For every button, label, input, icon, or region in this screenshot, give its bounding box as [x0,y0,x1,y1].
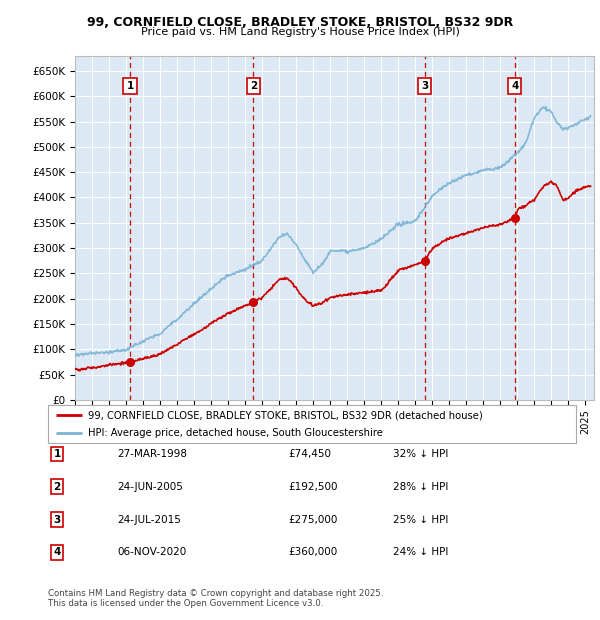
Text: 32% ↓ HPI: 32% ↓ HPI [393,449,448,459]
Text: This data is licensed under the Open Government Licence v3.0.: This data is licensed under the Open Gov… [48,600,323,608]
Text: £192,500: £192,500 [288,482,337,492]
Text: Contains HM Land Registry data © Crown copyright and database right 2025.: Contains HM Land Registry data © Crown c… [48,590,383,598]
Text: 28% ↓ HPI: 28% ↓ HPI [393,482,448,492]
Text: 3: 3 [421,81,428,91]
Text: 24-JUL-2015: 24-JUL-2015 [117,515,181,525]
Text: 27-MAR-1998: 27-MAR-1998 [117,449,187,459]
Text: £360,000: £360,000 [288,547,337,557]
Text: 4: 4 [511,81,518,91]
Text: 99, CORNFIELD CLOSE, BRADLEY STOKE, BRISTOL, BS32 9DR (detached house): 99, CORNFIELD CLOSE, BRADLEY STOKE, BRIS… [88,410,482,420]
Text: 4: 4 [53,547,61,557]
Text: 25% ↓ HPI: 25% ↓ HPI [393,515,448,525]
Text: HPI: Average price, detached house, South Gloucestershire: HPI: Average price, detached house, Sout… [88,428,382,438]
Text: Price paid vs. HM Land Registry's House Price Index (HPI): Price paid vs. HM Land Registry's House … [140,27,460,37]
Text: 99, CORNFIELD CLOSE, BRADLEY STOKE, BRISTOL, BS32 9DR: 99, CORNFIELD CLOSE, BRADLEY STOKE, BRIS… [87,16,513,29]
Text: 1: 1 [127,81,134,91]
Text: 24% ↓ HPI: 24% ↓ HPI [393,547,448,557]
Text: 3: 3 [53,515,61,525]
Text: £275,000: £275,000 [288,515,337,525]
Text: 24-JUN-2005: 24-JUN-2005 [117,482,183,492]
Text: 06-NOV-2020: 06-NOV-2020 [117,547,186,557]
Text: 1: 1 [53,449,61,459]
Text: 2: 2 [250,81,257,91]
Text: 2: 2 [53,482,61,492]
Text: £74,450: £74,450 [288,449,331,459]
